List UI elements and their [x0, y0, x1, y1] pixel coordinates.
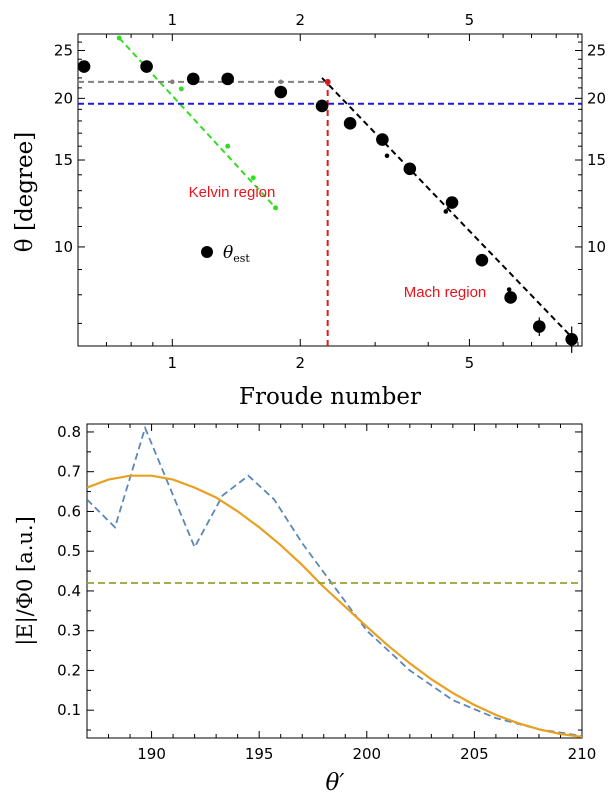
top-dashed-line-kelvin_line	[118, 37, 277, 209]
mach-line-marker	[384, 153, 390, 159]
top-x-tick-label-top: 5	[465, 11, 475, 29]
data-point	[475, 253, 489, 267]
bottom-x-tick-label: 200	[352, 745, 381, 763]
legend-label: θest	[223, 243, 250, 265]
intersection-marker	[324, 78, 331, 85]
bottom-x-tick-label: 210	[568, 745, 597, 763]
dashed-series-line	[87, 425, 582, 737]
bottom-y-tick-label: 0.1	[57, 701, 81, 719]
solid-series-line	[87, 474, 582, 738]
data-point	[532, 320, 546, 333]
data-point	[504, 291, 517, 304]
bottom-y-tick-label: 0.8	[57, 423, 81, 441]
kelvin-line-marker	[250, 175, 256, 181]
top-y-tick-label-right: 15	[587, 151, 606, 169]
top-plot-frame	[77, 33, 583, 347]
bottom-chart: 190 195 200 205 210 0.8 0.7 0.6 0.5 0.4 0.3 0.2 0.1 θ…	[13, 423, 596, 796]
top-y-tick-label-right: 25	[587, 41, 606, 59]
data-point	[376, 133, 389, 146]
bottom-y-tick-label: 0.2	[57, 661, 81, 679]
bottom-y-tick-label: 0.5	[57, 542, 81, 560]
bottom-y-tick-label: 0.4	[57, 582, 81, 600]
bottom-y-tick-label: 0.7	[57, 463, 81, 481]
bottom-y-axis-label: |E|/Φ0 [a.u.]	[13, 516, 38, 646]
bottom-y-tick-label: 0.3	[57, 622, 81, 640]
data-point	[445, 196, 459, 209]
kelvin-line-marker	[225, 143, 231, 149]
legend-label-subscript: est	[233, 252, 250, 265]
bottom-x-tick-label: 205	[460, 745, 489, 763]
gray-line-marker	[170, 79, 175, 85]
data-point	[343, 117, 357, 130]
kelvin-line-marker	[178, 86, 184, 92]
top-x-axis-label: Froude number	[239, 384, 421, 410]
top-x-tick-label-top: 1	[168, 11, 178, 29]
data-point	[274, 85, 288, 99]
data-point	[565, 332, 578, 346]
kelvin-line-marker	[116, 35, 122, 41]
top-y-tick-label-right: 20	[587, 89, 606, 107]
top-y-tick-label: 20	[54, 89, 73, 107]
legend-marker	[201, 246, 213, 258]
mach-region-label: Mach region	[404, 284, 487, 301]
mach-line-marker	[506, 287, 512, 292]
data-point	[221, 72, 235, 86]
kelvin-line-marker	[273, 205, 279, 211]
top-y-tick-label: 10	[54, 238, 73, 256]
data-point	[403, 162, 417, 176]
bottom-x-axis-label: θ′	[325, 770, 345, 796]
top-x-tick-label-top: 2	[295, 11, 305, 29]
gray-line-marker	[278, 79, 284, 85]
top-y-axis-label: θ [degree]	[12, 132, 38, 252]
data-point	[186, 72, 200, 86]
top-x-tick-label: 1	[168, 354, 178, 372]
bottom-y-tick-label: 0.6	[57, 502, 81, 520]
top-x-tick-label: 2	[295, 354, 305, 372]
kelvin-region-label: Kelvin region	[189, 184, 276, 201]
bottom-plot-frame	[86, 423, 583, 739]
top-dashed-line-mach_line	[321, 77, 575, 340]
bottom-x-tick-label: 190	[137, 745, 166, 763]
top-y-tick-label: 15	[54, 151, 73, 169]
bottom-x-tick-label: 195	[245, 745, 274, 763]
top-x-tick-label: 5	[465, 354, 475, 372]
top-y-tick-label: 25	[54, 41, 73, 59]
top-y-tick-label-right: 10	[587, 238, 606, 256]
data-point	[315, 99, 329, 113]
mach-line-marker	[443, 209, 449, 214]
data-point	[140, 60, 153, 73]
data-point	[77, 60, 91, 73]
